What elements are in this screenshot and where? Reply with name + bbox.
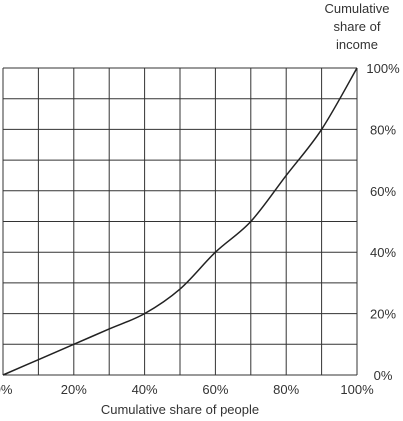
y-tick-label: 0% bbox=[374, 368, 393, 383]
x-axis-ticks: 0% 20% 40% 60% 80% 100% bbox=[0, 382, 374, 397]
y-axis-label-line-1: Cumulative bbox=[324, 1, 389, 16]
x-tick-label: 40% bbox=[132, 382, 158, 397]
y-tick-label: 100% bbox=[366, 61, 400, 76]
y-axis-label-line-3: income bbox=[336, 37, 378, 52]
y-tick-label: 20% bbox=[370, 307, 396, 322]
x-tick-label: 60% bbox=[202, 382, 228, 397]
series-line bbox=[2, 67, 358, 376]
y-axis-ticks: 0% 20% 40% 60% 80% 100% bbox=[366, 61, 400, 383]
y-tick-label: 40% bbox=[370, 245, 396, 260]
grid bbox=[2, 67, 358, 376]
y-tick-label: 80% bbox=[370, 122, 396, 137]
x-tick-label: 100% bbox=[340, 382, 374, 397]
x-axis-label: Cumulative share of people bbox=[101, 402, 259, 417]
y-axis-label-line-2: share of bbox=[334, 19, 381, 34]
x-tick-label: 80% bbox=[273, 382, 299, 397]
series-layer bbox=[2, 67, 358, 376]
x-tick-label: 0% bbox=[0, 382, 13, 397]
x-tick-label: 20% bbox=[61, 382, 87, 397]
y-tick-label: 60% bbox=[370, 184, 396, 199]
